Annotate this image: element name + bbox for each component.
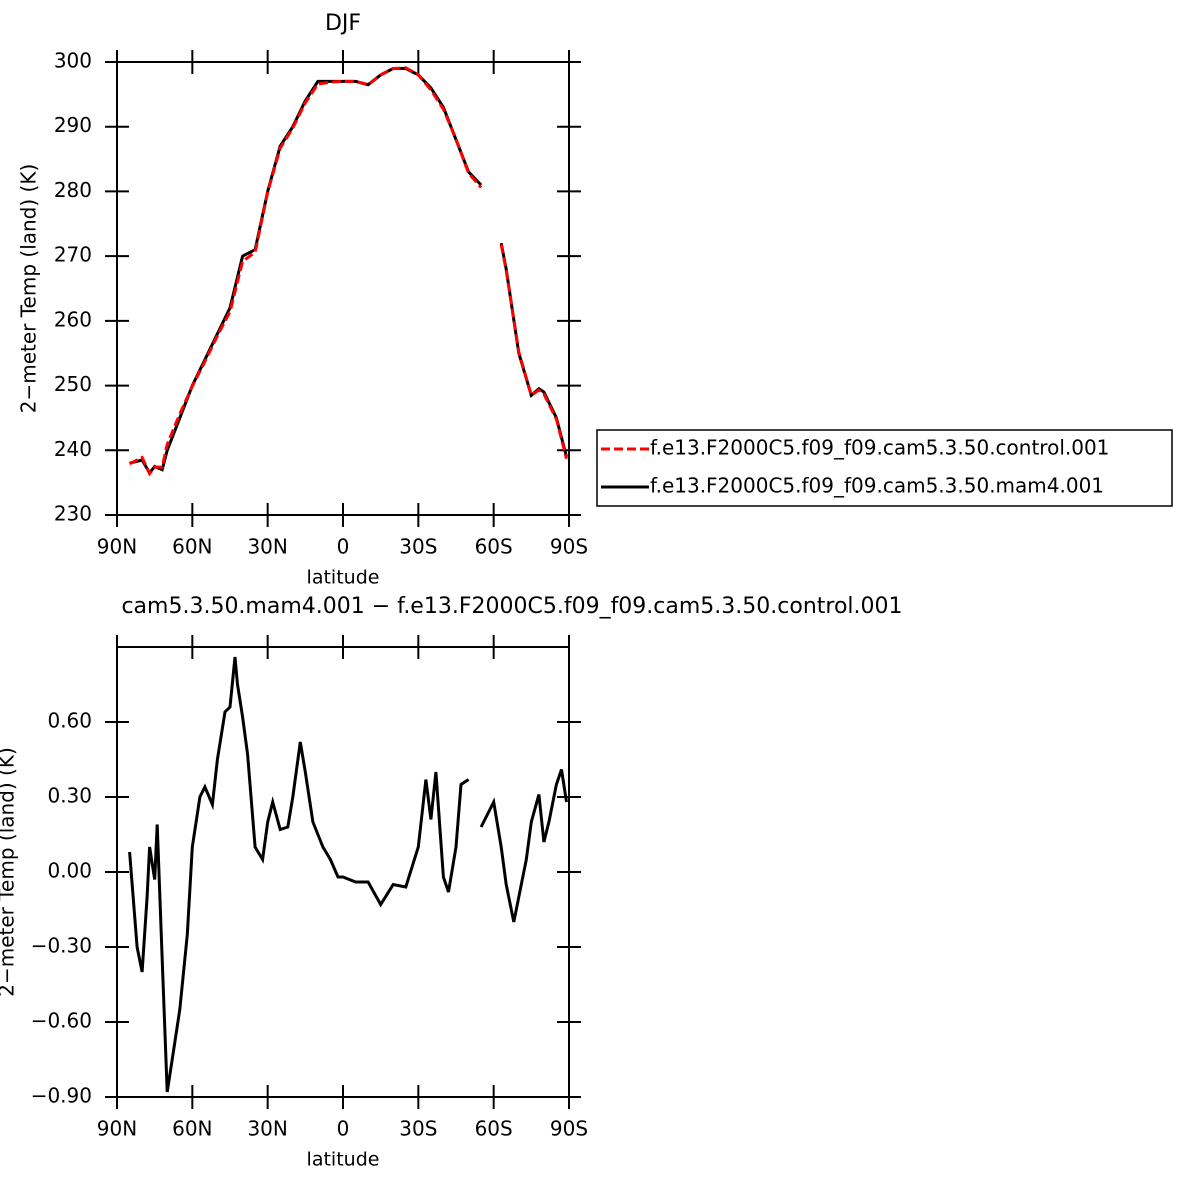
y-tick-label: 230 bbox=[54, 502, 92, 526]
plot-frame bbox=[116, 646, 570, 1098]
x-tick-label: 90N bbox=[97, 1117, 137, 1141]
data-line bbox=[128, 656, 568, 1093]
x-tick-label: 30S bbox=[399, 1117, 437, 1141]
y-tick-label: 250 bbox=[54, 372, 92, 396]
x-tick-label: 0 bbox=[337, 535, 350, 559]
y-tick-label: −0.90 bbox=[31, 1084, 92, 1108]
x-tick-label: 30S bbox=[399, 535, 437, 559]
y-tick-label: 280 bbox=[54, 178, 92, 202]
x-tick-label: 30N bbox=[247, 535, 287, 559]
x-tick-label: 90N bbox=[97, 535, 137, 559]
y-axis-label: 2−meter Temp (land) (K) bbox=[0, 747, 19, 997]
y-tick-label: 0.60 bbox=[47, 709, 92, 733]
y-tick-label: −0.30 bbox=[31, 934, 92, 958]
x-tick-label: 90S bbox=[550, 1117, 588, 1141]
y-axis-label: 2−meter Temp (land) (K) bbox=[17, 164, 41, 414]
y-tick-label: 300 bbox=[54, 49, 92, 73]
x-axis-label: latitude bbox=[307, 567, 380, 589]
x-tick-label: 60S bbox=[475, 535, 513, 559]
y-tick-label: 240 bbox=[54, 437, 92, 461]
x-tick-label: 60S bbox=[475, 1117, 513, 1141]
legend-label: f.e13.F2000C5.f09_f09.cam5.3.50.control.… bbox=[650, 436, 1109, 460]
x-axis-label: latitude bbox=[307, 1149, 380, 1171]
x-tick-label: 90S bbox=[550, 535, 588, 559]
data-line bbox=[128, 66, 568, 477]
chart-title: cam5.3.50.mam4.001 − f.e13.F2000C5.f09_f… bbox=[121, 594, 902, 619]
x-tick-label: 60N bbox=[172, 535, 212, 559]
chart-title: DJF bbox=[325, 11, 361, 36]
x-tick-label: 60N bbox=[172, 1117, 212, 1141]
y-tick-label: 0.30 bbox=[47, 784, 92, 808]
data-line bbox=[129, 67, 568, 476]
y-tick-label: 290 bbox=[54, 113, 92, 137]
legend-box bbox=[596, 429, 1173, 507]
y-tick-label: 0.00 bbox=[47, 859, 92, 883]
y-tick-label: 260 bbox=[54, 307, 92, 331]
y-tick-label: −0.60 bbox=[31, 1009, 92, 1033]
legend-label: f.e13.F2000C5.f09_f09.cam5.3.50.mam4.001 bbox=[650, 474, 1104, 498]
x-tick-label: 30N bbox=[247, 1117, 287, 1141]
plot-frame bbox=[116, 61, 570, 516]
x-tick-label: 0 bbox=[337, 1117, 350, 1141]
y-tick-label: 270 bbox=[54, 243, 92, 267]
